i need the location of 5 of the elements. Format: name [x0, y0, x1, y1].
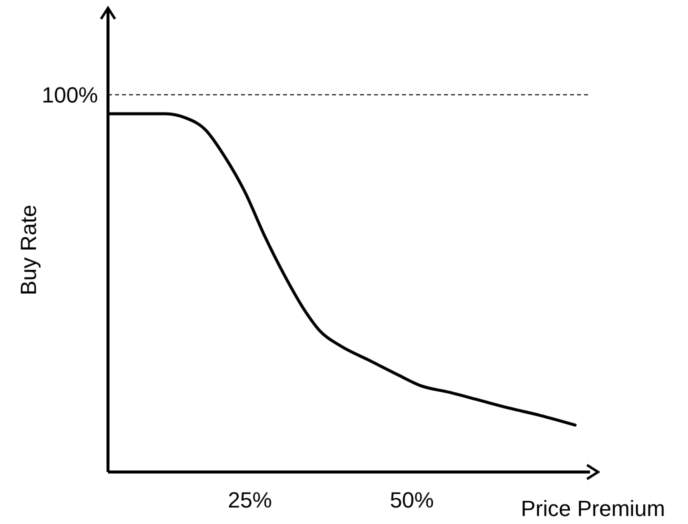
y-axis-title: Buy Rate	[16, 204, 41, 296]
text: 100%	[42, 82, 98, 108]
x-axis-title: Price Premium	[520, 496, 666, 521]
x-tick-label: 50%	[390, 488, 434, 513]
x-tick-label: 25%	[228, 488, 272, 513]
